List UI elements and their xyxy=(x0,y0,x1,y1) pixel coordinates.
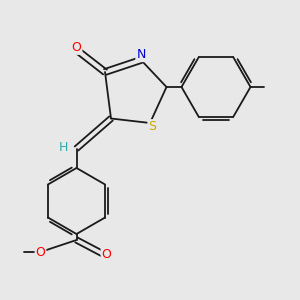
Text: O: O xyxy=(102,248,111,262)
Text: O: O xyxy=(72,41,81,54)
Text: O: O xyxy=(36,245,45,259)
Text: N: N xyxy=(136,48,146,61)
Text: H: H xyxy=(58,141,68,154)
Text: S: S xyxy=(148,120,156,133)
